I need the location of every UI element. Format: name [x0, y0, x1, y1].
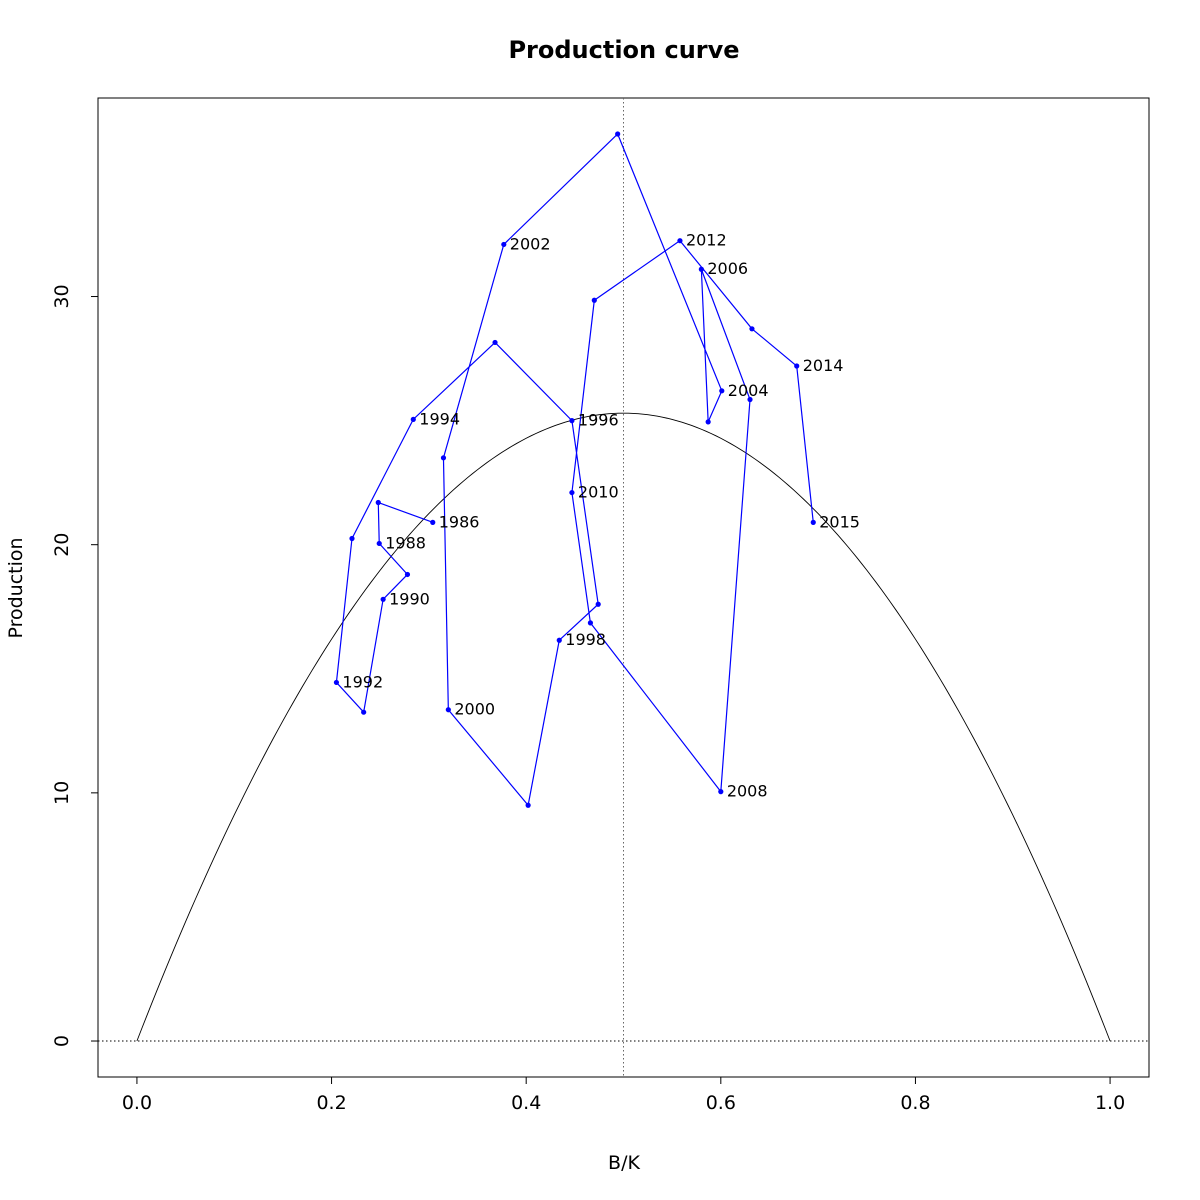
- data-point-2008: [718, 789, 724, 795]
- data-point-1993: [349, 535, 355, 542]
- data-point-1990: [380, 596, 386, 602]
- x-tick-label: 0.8: [900, 1092, 930, 1114]
- data-point-1987: [375, 499, 381, 506]
- point-label-1986: 1986: [439, 512, 480, 531]
- x-tick-label: 1.0: [1095, 1092, 1125, 1114]
- data-point-1999: [525, 802, 531, 808]
- data-point-2005: [705, 419, 711, 425]
- data-point-2006: [698, 266, 704, 272]
- data-point-2011: [591, 297, 597, 303]
- point-label-1992: 1992: [342, 672, 383, 691]
- data-point-1998: [556, 637, 562, 643]
- data-point-2013: [749, 326, 755, 332]
- series-line: [335, 132, 814, 807]
- point-label-2014: 2014: [803, 356, 844, 375]
- point-label-1994: 1994: [419, 409, 460, 428]
- point-label-1998: 1998: [565, 630, 606, 649]
- chart-title: Production curve: [508, 36, 739, 64]
- point-label-1988: 1988: [385, 533, 426, 552]
- data-point-2001: [440, 455, 447, 461]
- point-label-2002: 2002: [510, 234, 551, 253]
- reference-lines: [98, 98, 1149, 1077]
- data-point-2007: [747, 396, 753, 403]
- axes-layer: 0.0 0.2 0.4 0.6 0.8 1.0 0 10 20 30: [51, 284, 1125, 1114]
- data-point-2000: [445, 707, 451, 713]
- data-point-1992: [333, 679, 340, 686]
- point-label-2010: 2010: [578, 483, 619, 502]
- data-point-2010: [569, 489, 575, 496]
- data-point-1988: [376, 540, 382, 547]
- data-point-2002: [501, 241, 507, 248]
- y-tick-label: 10: [51, 781, 73, 805]
- y-tick-label: 20: [51, 533, 73, 557]
- y-tick-label: 30: [51, 284, 73, 308]
- x-tick-label: 0.4: [511, 1092, 541, 1114]
- point-label-2006: 2006: [707, 259, 748, 278]
- data-point-2012: [677, 238, 683, 244]
- data-point-2004: [719, 388, 725, 394]
- series-layer: 1986 1988 1990 1992 1994 1996 1998 2000 2002 2004…: [333, 131, 860, 808]
- data-point-1995: [492, 339, 498, 346]
- point-label-1996: 1996: [578, 411, 619, 430]
- data-point-2009: [587, 620, 594, 626]
- production-curve-layer: [136, 412, 1111, 1042]
- point-label-1990: 1990: [389, 589, 430, 608]
- point-label-2015: 2015: [819, 512, 860, 531]
- data-point-1997: [595, 601, 601, 607]
- data-point-1994: [410, 416, 416, 422]
- data-point-1991: [361, 709, 367, 715]
- y-axis-label: Production: [5, 537, 27, 638]
- point-label-2008: 2008: [727, 782, 768, 801]
- x-tick-label: 0.0: [122, 1092, 152, 1114]
- data-point-1989: [404, 571, 411, 578]
- data-point-2014: [794, 363, 800, 369]
- data-point-1996: [569, 418, 575, 424]
- data-point-2003: [615, 131, 621, 137]
- production-curve-line: [136, 412, 1111, 1042]
- point-label-2012: 2012: [686, 231, 727, 250]
- x-tick-label: 0.2: [316, 1092, 346, 1114]
- point-label-2000: 2000: [454, 700, 495, 719]
- point-label-2004: 2004: [728, 381, 769, 400]
- x-axis-label: B/K: [608, 1152, 640, 1174]
- data-point-1986: [430, 519, 436, 525]
- data-point-2015: [810, 519, 816, 525]
- y-tick-label: 0: [51, 1035, 73, 1047]
- x-tick-label: 0.6: [706, 1092, 736, 1114]
